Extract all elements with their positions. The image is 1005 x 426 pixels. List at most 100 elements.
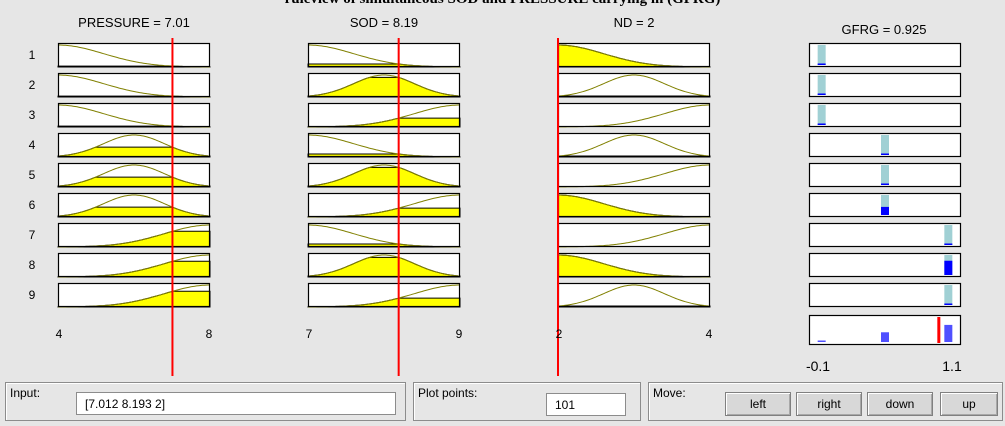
gfrg-min-tick: -0.1 [805, 358, 831, 374]
mf-plot-r7-nd [557, 222, 711, 248]
output-singleton [817, 75, 826, 95]
nd-title: ND = 2 [613, 15, 655, 30]
output-plot-r6 [808, 192, 962, 218]
mf-curve [557, 74, 711, 97]
sod-max-tick: 9 [455, 327, 463, 341]
window-title: ruleview of simultaneous SOD and PRESSUR… [0, 0, 1005, 8]
mf-plot-r2-sod [307, 72, 461, 98]
nd-min-tick: 2 [555, 327, 563, 341]
output-firing-strength [881, 153, 889, 155]
mf-plot-r2-pressure [57, 72, 211, 98]
rule-number[interactable]: 1 [28, 48, 36, 62]
move-left-button[interactable]: left [725, 392, 791, 416]
plot-points-label: Plot points: [418, 386, 478, 400]
mf-plot-r3-pressure [57, 102, 211, 128]
output-plot-r1 [808, 42, 962, 68]
mf-plot-r1-nd [557, 42, 711, 68]
output-plot-r5 [808, 162, 962, 188]
output-plot-r4 [808, 132, 962, 158]
mf-plot-r2-nd [557, 72, 711, 98]
output-firing-strength [881, 206, 889, 215]
sod-min-tick: 7 [305, 327, 313, 341]
mf-plot-r7-sod [307, 222, 461, 248]
mf-plot-r7-pressure [57, 222, 211, 248]
mf-plot-r3-sod [307, 102, 461, 128]
mf-plot-r1-sod [307, 42, 461, 68]
mf-curve [307, 164, 461, 187]
rule-number[interactable]: 9 [28, 288, 36, 302]
mf-plot-r4-nd [557, 132, 711, 158]
output-singleton [881, 135, 889, 155]
rule-number[interactable]: 7 [28, 228, 36, 242]
mf-plot-r6-sod [307, 192, 461, 218]
output-firing-strength [817, 123, 826, 125]
move-down-button[interactable]: down [867, 392, 933, 416]
mf-curve [57, 134, 211, 157]
mf-plot-r5-nd [557, 162, 711, 188]
input-panel: Input: [7.012 8.193 2] [5, 382, 406, 421]
output-plot-r7 [808, 222, 962, 248]
plot-points-field[interactable]: 101 [546, 393, 626, 416]
output-firing-strength [817, 63, 826, 65]
move-up-button[interactable]: up [940, 392, 998, 416]
input-vector-field[interactable]: [7.012 8.193 2] [76, 392, 396, 415]
sod-title: SOD = 8.19 [349, 15, 419, 30]
output-singleton [944, 225, 953, 245]
rule-number[interactable]: 6 [28, 198, 36, 212]
mf-plot-r9-pressure [57, 282, 211, 308]
mf-plot-r1-pressure [57, 42, 211, 68]
gfrg-title: GFRG = 0.925 [841, 22, 927, 37]
mf-curve [57, 164, 211, 187]
rule-viewer-plot[interactable] [0, 0, 1005, 380]
mf-plot-r6-nd [557, 192, 711, 218]
mf-plot-r5-pressure [57, 162, 211, 188]
pressure-title: PRESSURE = 7.01 [78, 15, 190, 30]
move-label: Move: [653, 386, 686, 400]
plot-points-panel: Plot points: 101 [413, 382, 641, 421]
mf-plot-r4-sod [307, 132, 461, 158]
mf-plot-r9-sod [307, 282, 461, 308]
rule-number[interactable]: 2 [28, 78, 36, 92]
output-singleton [944, 285, 953, 305]
mf-curve [307, 254, 461, 277]
output-firing-strength [944, 243, 953, 245]
mf-plot-r9-nd [557, 282, 711, 308]
mf-curve [307, 74, 461, 97]
aggregate-bar [817, 340, 826, 342]
output-plot-r3 [808, 102, 962, 128]
mf-curve [557, 134, 711, 157]
mf-plot-r6-pressure [57, 192, 211, 218]
aggregate-output-plot [808, 314, 962, 346]
output-firing-strength [881, 183, 889, 185]
mf-curve [557, 284, 711, 307]
output-firing-strength [944, 303, 953, 305]
mf-plot-r5-sod [307, 162, 461, 188]
output-singleton [817, 45, 826, 65]
rule-number[interactable]: 8 [28, 258, 36, 272]
output-plot-r8 [808, 252, 962, 278]
rule-number[interactable]: 3 [28, 108, 36, 122]
output-singleton [817, 105, 826, 125]
input-label: Input: [10, 386, 41, 400]
output-singleton [881, 195, 889, 215]
aggregate-bar [944, 324, 953, 342]
mf-plot-r3-nd [557, 102, 711, 128]
nd-max-tick: 4 [705, 327, 713, 341]
mf-plot-r8-sod [307, 252, 461, 278]
pressure-min-tick: 4 [55, 327, 63, 341]
mf-plot-r8-pressure [57, 252, 211, 278]
mf-plot-r4-pressure [57, 132, 211, 158]
rule-number[interactable]: 4 [28, 138, 36, 152]
move-panel: Move: left right down up [648, 382, 1003, 421]
aggregate-bar [881, 332, 889, 342]
move-right-button[interactable]: right [796, 392, 862, 416]
pressure-max-tick: 8 [205, 327, 213, 341]
output-plot-r2 [808, 72, 962, 98]
mf-curve [57, 194, 211, 217]
output-firing-strength [944, 260, 953, 275]
output-firing-strength [817, 93, 826, 95]
gfrg-max-tick: 1.1 [942, 358, 962, 374]
mf-plot-r8-nd [557, 252, 711, 278]
output-plot-r9 [808, 282, 962, 308]
rule-number[interactable]: 5 [28, 168, 36, 182]
